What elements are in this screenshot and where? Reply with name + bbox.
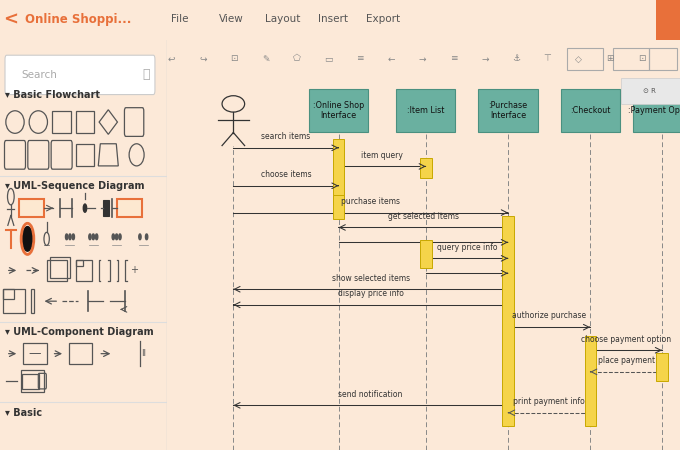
Text: send notification: send notification	[339, 390, 403, 399]
Text: Insert: Insert	[318, 14, 348, 24]
Bar	[632, 89, 680, 132]
Text: ▭: ▭	[324, 54, 333, 63]
Bar	[23, 343, 47, 364]
Circle shape	[119, 234, 121, 240]
Text: ≡: ≡	[450, 54, 458, 63]
Circle shape	[65, 234, 68, 240]
Text: ✎: ✎	[262, 54, 269, 63]
Bar	[333, 139, 344, 204]
Circle shape	[146, 234, 148, 240]
Text: purchase items: purchase items	[341, 197, 400, 206]
Bar	[649, 48, 677, 70]
Text: ⚓: ⚓	[512, 54, 520, 63]
Text: ←: ←	[387, 54, 394, 63]
Text: item query: item query	[361, 151, 403, 160]
Text: authorize purchase: authorize purchase	[512, 311, 586, 320]
Circle shape	[95, 234, 98, 240]
Text: →: →	[418, 54, 426, 63]
Circle shape	[112, 234, 114, 240]
Text: show selected items: show selected items	[332, 274, 410, 283]
Text: →: →	[481, 54, 489, 63]
Text: —: —	[29, 347, 41, 360]
Bar	[479, 89, 537, 132]
Text: display price info: display price info	[338, 289, 404, 298]
Circle shape	[92, 234, 95, 240]
Circle shape	[139, 234, 141, 240]
Bar	[656, 0, 680, 40]
Text: ⊞: ⊞	[607, 54, 614, 63]
Text: choose payment option: choose payment option	[581, 334, 671, 343]
Text: ↪: ↪	[199, 54, 207, 63]
Bar	[69, 343, 92, 364]
Text: print payment info: print payment info	[513, 397, 585, 406]
Text: ⊤: ⊤	[543, 54, 551, 63]
Text: :Purchase
Interface: :Purchase Interface	[488, 101, 528, 120]
Text: ⬠: ⬠	[293, 54, 301, 63]
Circle shape	[69, 234, 71, 240]
Text: ↩: ↩	[168, 54, 175, 63]
Text: Export: Export	[366, 14, 400, 24]
Bar	[3, 289, 25, 314]
Bar	[22, 374, 39, 388]
Bar	[75, 144, 94, 166]
Text: ⊙ R: ⊙ R	[643, 88, 656, 94]
Circle shape	[116, 234, 118, 240]
Text: ◇: ◇	[575, 54, 582, 63]
Bar	[48, 260, 67, 281]
Text: +: +	[130, 266, 138, 275]
Bar	[117, 199, 141, 217]
Text: ⊡: ⊡	[638, 54, 645, 63]
Text: ▾ Basic: ▾ Basic	[5, 408, 42, 418]
Bar	[3, 289, 14, 299]
Bar	[21, 370, 44, 392]
Circle shape	[72, 234, 75, 240]
Text: query price info: query price info	[437, 243, 497, 252]
Text: Layout: Layout	[265, 14, 300, 24]
Text: <: <	[3, 10, 18, 28]
Text: Online Shoppi...: Online Shoppi...	[25, 13, 131, 26]
Circle shape	[22, 227, 33, 251]
Text: ≡: ≡	[356, 54, 363, 63]
Bar	[75, 260, 83, 266]
Text: II: II	[141, 349, 147, 358]
Text: ▾ UML-Sequence Diagram: ▾ UML-Sequence Diagram	[5, 181, 144, 191]
Bar	[567, 48, 603, 70]
Text: search items: search items	[261, 132, 311, 141]
Text: ▾ Basic Flowchart: ▾ Basic Flowchart	[5, 90, 100, 100]
Text: ⌕: ⌕	[143, 68, 150, 81]
Bar	[75, 111, 94, 133]
Bar	[31, 289, 35, 314]
Text: :Checkout: :Checkout	[570, 106, 611, 115]
Text: get selected items: get selected items	[388, 212, 459, 221]
Bar	[52, 111, 71, 133]
Bar	[50, 256, 69, 278]
Bar	[309, 89, 368, 132]
Text: File: File	[171, 14, 189, 24]
Bar	[333, 195, 344, 219]
Circle shape	[89, 234, 91, 240]
Bar	[585, 337, 596, 426]
FancyBboxPatch shape	[5, 55, 155, 94]
Bar	[396, 89, 456, 132]
Bar	[656, 353, 668, 381]
Circle shape	[83, 204, 86, 212]
Text: Search: Search	[22, 70, 58, 80]
Text: :Payment Option: :Payment Option	[628, 106, 680, 115]
Bar	[621, 78, 680, 104]
Bar	[19, 199, 44, 217]
Text: View: View	[219, 14, 243, 24]
Text: ⊡: ⊡	[231, 54, 238, 63]
Bar	[613, 48, 649, 70]
Bar	[75, 260, 92, 281]
Bar	[503, 216, 513, 426]
Bar	[420, 240, 432, 268]
Text: ▾ UML-Component Diagram: ▾ UML-Component Diagram	[5, 327, 154, 338]
Bar	[560, 89, 619, 132]
Bar	[103, 200, 109, 216]
Bar	[420, 158, 432, 178]
Text: place payment: place payment	[598, 356, 655, 365]
Text: :Item List: :Item List	[407, 106, 445, 115]
Text: choose items: choose items	[260, 170, 311, 179]
Text: :Online Shop
Interface: :Online Shop Interface	[313, 101, 364, 120]
